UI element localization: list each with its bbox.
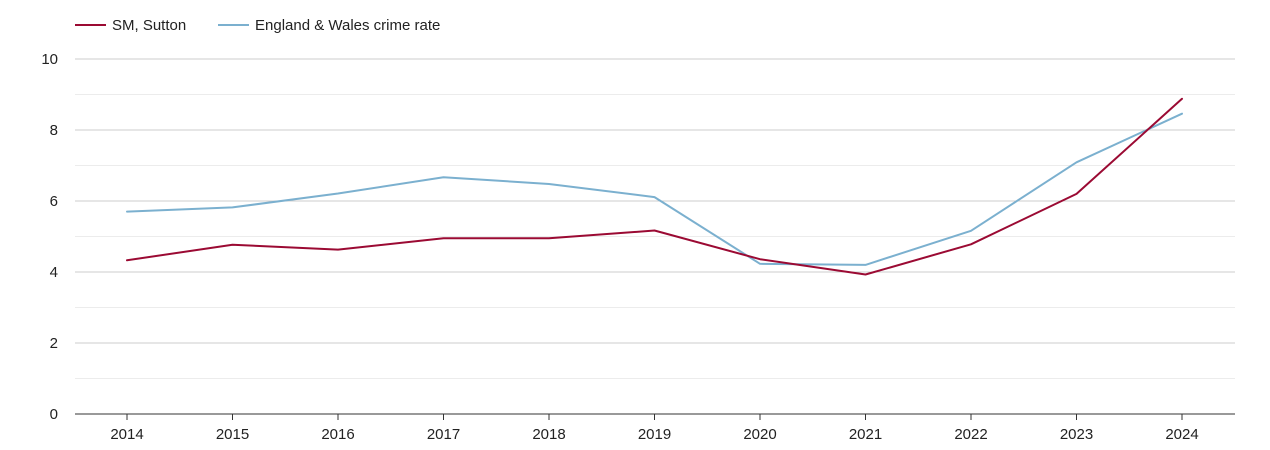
- series-layer: [126, 97, 1183, 276]
- y-tick-label: 8: [50, 122, 58, 139]
- x-axis-ticks: 2014 2015 2016 2017 2018 2019 2020 2021 2022 2023…: [110, 414, 1199, 443]
- y-tick-label: 6: [50, 193, 58, 210]
- y-tick-label: 10: [41, 51, 58, 68]
- legend-label-england-wales: England & Wales crime rate: [255, 17, 440, 34]
- x-tick-label: 2015: [216, 426, 249, 443]
- y-axis-ticks: 0 2 4 6 8 10: [41, 51, 58, 423]
- y-tick-label: 0: [50, 406, 58, 423]
- legend-label-sm-sutton: SM, Sutton: [112, 17, 186, 34]
- x-tick-label: 2016: [321, 426, 354, 443]
- x-tick-label: 2022: [954, 426, 987, 443]
- x-tick-label: 2021: [849, 426, 882, 443]
- series-line-sm-sutton: [126, 97, 1183, 276]
- series-line-england-wales-crime-rate: [126, 112, 1183, 266]
- x-tick-label: 2014: [110, 426, 143, 443]
- legend: SM, Sutton England & Wales crime rate: [75, 17, 440, 34]
- x-tick-label: 2020: [743, 426, 776, 443]
- grid: [75, 58, 1235, 379]
- x-tick-label: 2018: [532, 426, 565, 443]
- x-tick-label: 2024: [1165, 426, 1198, 443]
- x-tick-label: 2023: [1060, 426, 1093, 443]
- y-tick-label: 4: [50, 264, 58, 281]
- x-tick-label: 2019: [638, 426, 671, 443]
- x-tick-label: 2017: [427, 426, 460, 443]
- y-tick-label: 2: [50, 335, 58, 352]
